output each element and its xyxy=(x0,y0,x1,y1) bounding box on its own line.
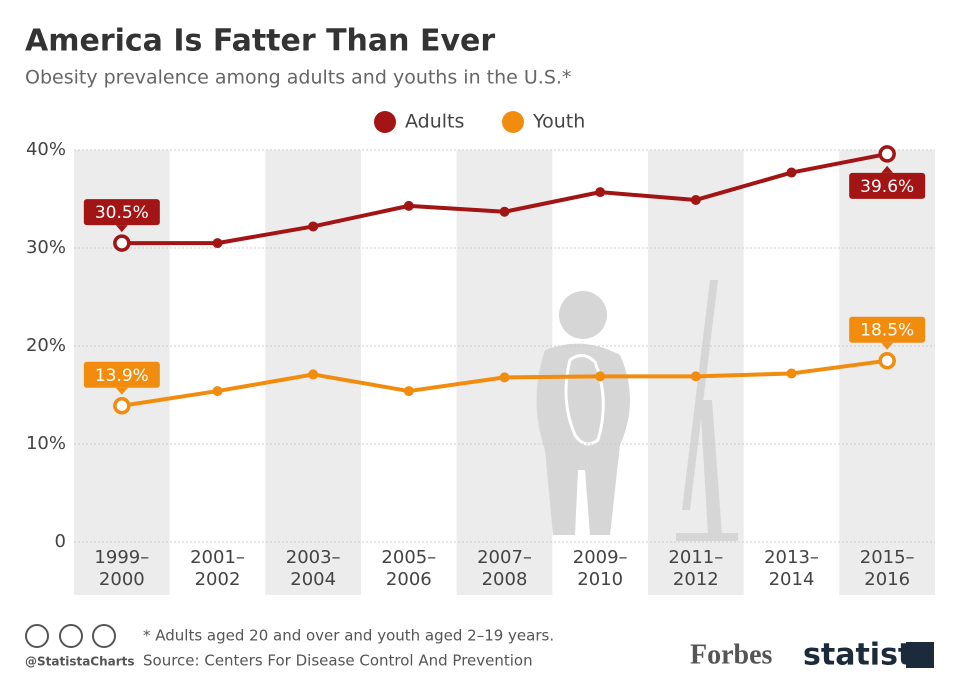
point xyxy=(786,368,797,379)
band xyxy=(839,150,935,595)
value-label: 39.6% xyxy=(860,177,914,197)
nd-icon xyxy=(92,624,116,648)
point xyxy=(878,145,896,163)
point xyxy=(212,386,223,397)
cc-icon xyxy=(25,624,49,648)
point xyxy=(403,386,414,397)
x-tick-label: 2003– 2004 xyxy=(286,547,341,590)
x-tick-label: 2001– 2002 xyxy=(190,547,245,590)
brand-icon xyxy=(906,642,934,668)
value-label: 13.9% xyxy=(95,366,149,386)
x-tick-label: 2005– 2006 xyxy=(381,547,436,590)
stick xyxy=(682,280,718,510)
handle: @StatistaCharts xyxy=(25,655,135,669)
x-tick-label: 2009– 2010 xyxy=(573,547,628,590)
point xyxy=(878,351,896,370)
partner-logo: Forbes xyxy=(690,639,773,670)
license-icons xyxy=(25,624,116,648)
point xyxy=(308,221,319,232)
chart-subtitle: Obesity prevalence among adults and yout… xyxy=(25,67,571,89)
scale xyxy=(700,400,722,535)
point xyxy=(499,206,510,217)
footnote: * Adults aged 20 and over and youth aged… xyxy=(143,627,554,645)
y-tick-label: 30% xyxy=(26,237,66,258)
legend-label: Youth xyxy=(532,111,585,133)
point xyxy=(499,372,510,383)
body xyxy=(536,343,630,535)
x-tick-label: 1999– 2000 xyxy=(94,547,149,590)
value-label: 18.5% xyxy=(860,321,914,341)
legend-marker xyxy=(502,111,524,133)
point xyxy=(212,238,223,249)
point xyxy=(308,369,319,380)
grid: 1999– 2000 2001– 2002 2003– 2004 2005– 2006 2007… xyxy=(26,139,935,590)
value-label-pointer xyxy=(115,387,128,395)
point xyxy=(690,194,701,205)
y-tick-label: 10% xyxy=(26,433,66,454)
value-label-box xyxy=(849,172,926,199)
point xyxy=(595,371,606,382)
x-tick-label: 2013– 2014 xyxy=(764,547,819,590)
value-label-pointer xyxy=(881,165,894,173)
plot: 30.5% 39.6% 13.9% 18.5% xyxy=(83,145,926,415)
point xyxy=(113,397,131,415)
silhouette-arm xyxy=(564,354,605,446)
point xyxy=(786,167,797,178)
value-label: 30.5% xyxy=(95,203,149,223)
value-label-box xyxy=(83,361,160,388)
source: Source: Centers For Disease Control And … xyxy=(143,652,533,670)
point xyxy=(403,200,414,211)
chart-title: America Is Fatter Than Ever xyxy=(25,24,495,59)
silhouette xyxy=(536,280,738,541)
point xyxy=(113,234,131,252)
head xyxy=(559,291,607,339)
value-label-box xyxy=(83,199,160,226)
legend-marker xyxy=(374,111,396,133)
y-tick-label: 40% xyxy=(26,139,66,160)
legend: Adults Youth xyxy=(374,111,585,133)
y-tick-label: 20% xyxy=(26,335,66,356)
scale-base xyxy=(676,533,738,541)
value-label-box xyxy=(849,316,926,343)
value-label-pointer xyxy=(115,225,128,233)
point xyxy=(595,187,606,198)
x-tick-label: 2007– 2008 xyxy=(477,547,532,590)
x-tick-label: 2011– 2012 xyxy=(668,547,723,590)
legend-label: Adults xyxy=(405,111,464,133)
by-icon xyxy=(59,624,83,648)
x-tick-label: 2015– 2016 xyxy=(860,547,915,590)
value-label-pointer xyxy=(881,342,894,350)
point xyxy=(690,371,701,382)
y-tick-label: 0 xyxy=(55,531,66,552)
